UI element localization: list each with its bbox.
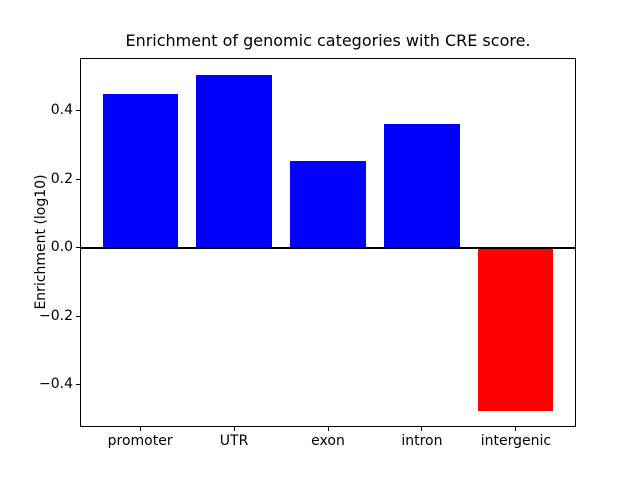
y-tick-−0.2 (76, 315, 80, 317)
x-tick-label-intergenic: intergenic (480, 433, 552, 449)
x-tick-promoter (139, 427, 141, 431)
x-tick-label-promoter: promoter (107, 433, 173, 449)
x-tick-UTR (233, 427, 235, 431)
bar-exon (290, 161, 366, 248)
x-tick-label-intron: intron (401, 433, 443, 449)
y-tick-−0.4 (76, 384, 80, 386)
bar-promoter (102, 93, 178, 248)
bar-intergenic (478, 247, 554, 411)
x-tick-intron (421, 427, 423, 431)
x-tick-label-UTR: UTR (219, 433, 249, 449)
x-tick-exon (327, 427, 329, 431)
y-tick-label-0.4: 0.4 (50, 102, 73, 119)
y-tick-0.4 (76, 110, 80, 112)
plot-area: promoter UTR exon intron intergenic 0.4 0.2 0.0… (39, 58, 576, 449)
y-tick-label-0.2: 0.2 (50, 170, 73, 187)
y-tick-0.2 (76, 178, 80, 180)
zero-line (80, 246, 576, 249)
bar-intron (384, 123, 460, 248)
x-tick-intergenic (515, 427, 517, 431)
y-tick-label-−0.4: −0.4 (39, 376, 73, 393)
y-tick-label-0.0: 0.0 (50, 239, 73, 256)
y-tick-0.0 (76, 247, 80, 249)
bar-UTR (196, 74, 272, 248)
x-tick-label-exon: exon (311, 433, 345, 449)
chart-title: Enrichment of genomic categories with CR… (125, 31, 531, 50)
y-tick-label-−0.2: −0.2 (39, 307, 73, 324)
